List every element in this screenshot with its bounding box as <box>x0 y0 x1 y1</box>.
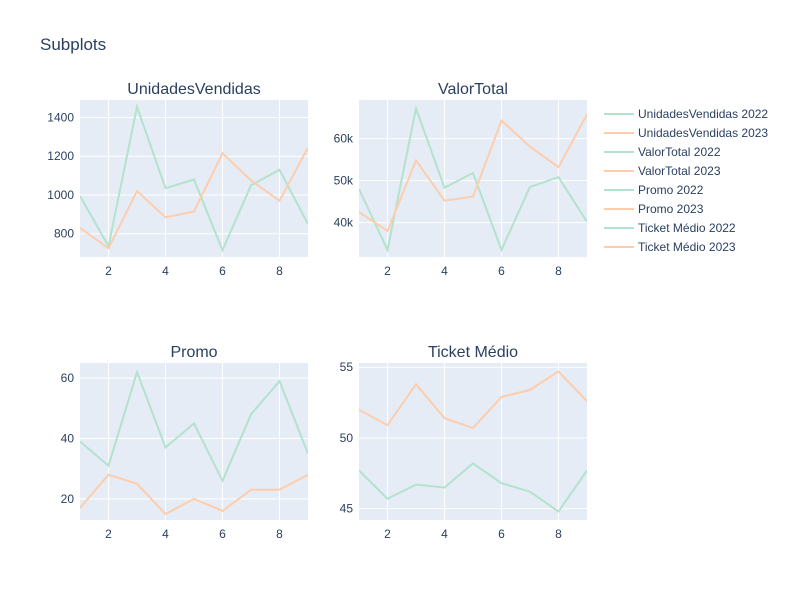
subplot-1: 2 4 6 8 800 1000 1200 1400 UnidadesVendidas <box>47 81 308 278</box>
legend-label: Ticket Médio 2023 <box>638 240 736 254</box>
x-tick-label: 6 <box>219 264 226 278</box>
legend-label: UnidadesVendidas 2022 <box>638 107 768 121</box>
legend-item[interactable]: ValorTotal 2022 <box>604 145 721 159</box>
x-tick-label: 6 <box>498 527 505 541</box>
subplot-3: 2 4 6 8 20 40 60 Promo <box>61 344 308 541</box>
x-tick-label: 8 <box>555 527 562 541</box>
legend-label: ValorTotal 2022 <box>638 145 721 159</box>
series-line-2022[interactable] <box>359 104 587 254</box>
y-tick-label: 60k <box>334 132 354 146</box>
x-tick-label: 4 <box>441 527 448 541</box>
y-tick-label: 60 <box>61 371 75 385</box>
subplot-4: 2 4 6 8 45 50 55 Ticket Médio <box>340 344 587 541</box>
subplot-title: Promo <box>170 344 217 361</box>
series-line-2023[interactable] <box>80 147 308 250</box>
legend-label: Ticket Médio 2022 <box>638 221 736 235</box>
y-tick-label: 1000 <box>47 188 74 202</box>
legend-label: Promo 2023 <box>638 202 704 216</box>
legend-item[interactable]: UnidadesVendidas 2023 <box>604 126 768 140</box>
subplot-title: UnidadesVendidas <box>127 81 260 98</box>
x-tick-label: 2 <box>384 527 391 541</box>
series-line-2023[interactable] <box>80 473 308 516</box>
y-tick-label: 40 <box>61 431 75 445</box>
x-tick-label: 8 <box>276 264 283 278</box>
figure-title: Subplots <box>40 35 106 54</box>
x-tick-label: 4 <box>441 264 448 278</box>
legend-item[interactable]: ValorTotal 2023 <box>604 164 721 178</box>
x-tick-label: 2 <box>384 264 391 278</box>
x-tick-label: 4 <box>162 264 169 278</box>
subplot-title: ValorTotal <box>438 81 508 98</box>
subplot-2: 2 4 6 8 40k 50k 60k ValorTotal <box>334 81 587 278</box>
series-line-2023[interactable] <box>359 113 587 233</box>
legend-label: UnidadesVendidas 2023 <box>638 126 768 140</box>
x-tick-label: 6 <box>498 264 505 278</box>
x-tick-label: 8 <box>555 264 562 278</box>
series-line-2022[interactable] <box>80 369 308 484</box>
legend-label: Promo 2022 <box>638 183 704 197</box>
y-tick-label: 1200 <box>47 149 74 163</box>
series-line-2022[interactable] <box>359 462 587 513</box>
y-tick-label: 50k <box>334 174 354 188</box>
series-line-2022[interactable] <box>80 103 308 253</box>
y-tick-label: 20 <box>61 492 75 506</box>
x-tick-label: 8 <box>276 527 283 541</box>
legend[interactable]: UnidadesVendidas 2022 UnidadesVendidas 20… <box>604 107 768 254</box>
series-line-2023[interactable] <box>359 370 587 430</box>
y-tick-label: 50 <box>340 431 354 445</box>
legend-item[interactable]: Ticket Médio 2022 <box>604 221 736 235</box>
x-tick-label: 6 <box>219 527 226 541</box>
plot-area <box>359 100 587 257</box>
legend-item[interactable]: Promo 2022 <box>604 183 704 197</box>
x-tick-label: 2 <box>105 527 112 541</box>
subplot-title: Ticket Médio <box>428 344 518 361</box>
y-tick-label: 800 <box>54 227 74 241</box>
legend-item[interactable]: Promo 2023 <box>604 202 704 216</box>
legend-item[interactable]: UnidadesVendidas 2022 <box>604 107 768 121</box>
y-tick-label: 40k <box>334 216 354 230</box>
y-tick-label: 45 <box>340 502 354 516</box>
x-tick-label: 2 <box>105 264 112 278</box>
y-tick-label: 1400 <box>47 110 74 124</box>
legend-item[interactable]: Ticket Médio 2023 <box>604 240 736 254</box>
y-tick-label: 55 <box>340 360 354 374</box>
legend-label: ValorTotal 2023 <box>638 164 721 178</box>
x-tick-label: 4 <box>162 527 169 541</box>
plot-area <box>80 363 308 520</box>
